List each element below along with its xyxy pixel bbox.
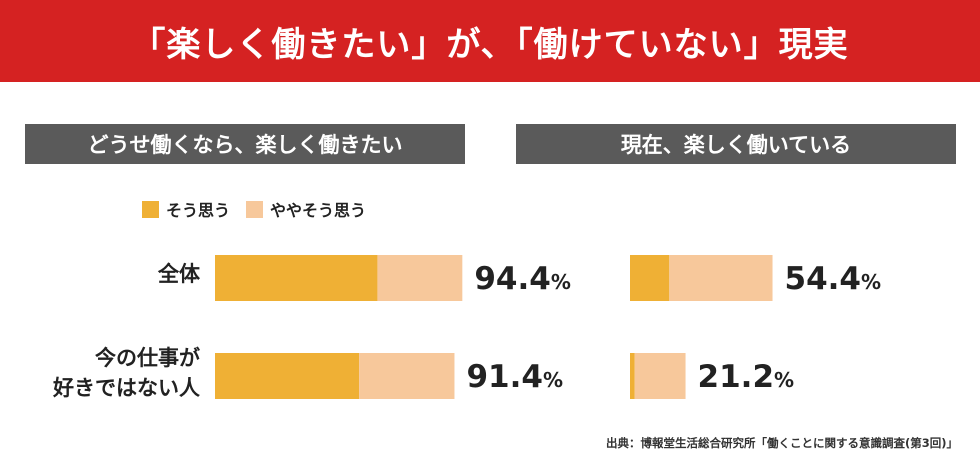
legend: そう思う ややそう思う [142, 197, 382, 221]
category-label-line: 全体 [158, 262, 200, 286]
bar-segment-p1-c1-s0 [630, 353, 635, 399]
total-label-p0-c0: 94.4% [474, 261, 571, 297]
legend-swatch-weak [246, 200, 264, 218]
bar-segment-p1-c0-s1 [669, 255, 773, 301]
bar-segment-p1-c1-s1 [634, 353, 686, 399]
legend-label-weak: ややそう思う [270, 201, 367, 220]
category-label-dislike-job: 今の仕事が好きではない人 [53, 343, 200, 403]
bar-segment-p0-c1-s0 [215, 353, 360, 399]
legend-item-weak: ややそう思う [246, 197, 366, 221]
total-label-p0-c1: 91.4% [466, 359, 563, 395]
panel-title-left-text: どうせ働くなら、楽しく働きたい [87, 133, 403, 157]
bar-segment-p0-c1-s1 [359, 353, 455, 399]
chart-title-banner: 「楽しく働きたい」が、「働けていない」現実 [0, 0, 980, 82]
panel-title-right: 現在、楽しく働いている [516, 124, 956, 164]
category-label-line: 好きではない人 [53, 376, 200, 400]
legend-item-strong: そう思う [142, 197, 230, 221]
total-label-p1-c0: 54.4% [785, 261, 882, 297]
bar-segment-p0-c0-s0 [215, 255, 378, 301]
legend-label-strong: そう思う [166, 201, 231, 220]
chart-title: 「楽しく働きたい」が、「働けていない」現実 [131, 24, 849, 65]
source-note: 出典：博報堂生活総合研究所「働くことに関する意識調査(第3回)」 [605, 436, 958, 450]
panel-title-right-text: 現在、楽しく働いている [620, 133, 852, 157]
total-label-p1-c1: 21.2% [698, 359, 795, 395]
panel-title-left: どうせ働くなら、楽しく働きたい [25, 124, 465, 164]
category-label-line: 今の仕事が [95, 346, 200, 370]
legend-swatch-strong [142, 200, 159, 218]
category-label-all: 全体 [158, 259, 200, 289]
bar-segment-p1-c0-s0 [630, 255, 670, 301]
bar-segment-p0-c0-s1 [377, 255, 463, 301]
